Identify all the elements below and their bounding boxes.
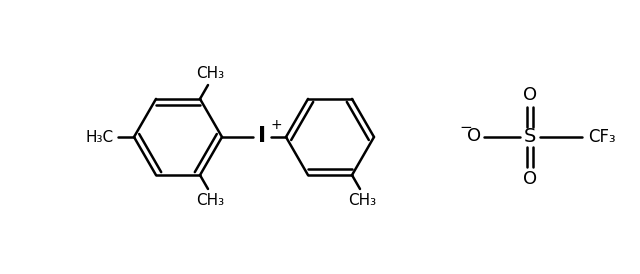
Text: O: O	[523, 86, 537, 104]
Text: I: I	[258, 126, 266, 146]
Text: −: −	[460, 121, 472, 136]
Text: CH₃: CH₃	[348, 193, 376, 208]
Text: +: +	[270, 118, 282, 132]
Text: O: O	[467, 127, 481, 145]
Text: CH₃: CH₃	[196, 66, 224, 81]
Text: CH₃: CH₃	[196, 193, 224, 208]
Text: S: S	[524, 127, 536, 147]
Text: H₃C: H₃C	[86, 130, 114, 144]
Text: O: O	[523, 170, 537, 188]
Text: CF₃: CF₃	[588, 128, 616, 146]
